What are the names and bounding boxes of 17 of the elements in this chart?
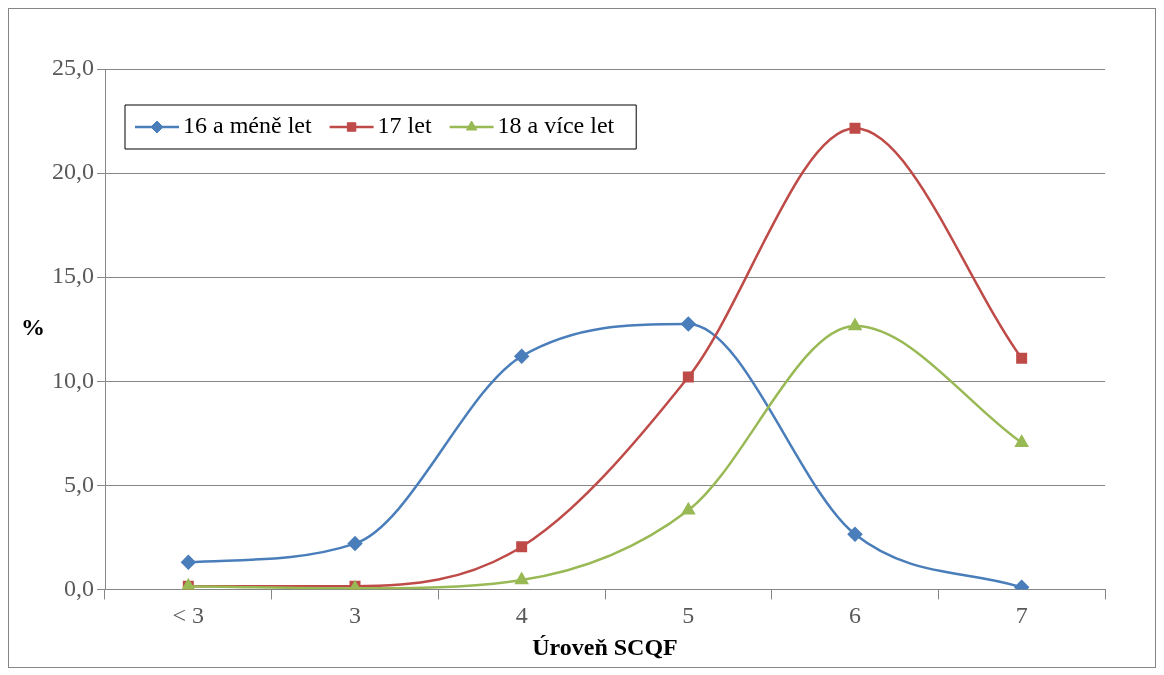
x-tick-label: 4 [515, 602, 528, 629]
x-axis-title: Úroveň SCQF [532, 633, 678, 660]
legend-label: 16 a méně let [183, 112, 312, 139]
y-tick-label: 0,0 [64, 574, 94, 601]
x-tick-label: 3 [349, 602, 361, 629]
y-tick-label: 15,0 [52, 262, 94, 289]
legend-label: 18 a více let [497, 112, 615, 139]
x-tick-label: 5 [682, 602, 695, 629]
y-tick-label: 25,0 [52, 54, 94, 81]
y-tick-label: 5,0 [64, 470, 94, 497]
x-tick-label: < 3 [172, 602, 205, 629]
x-tick-label: 6 [849, 602, 861, 629]
y-tick-label: 20,0 [52, 158, 94, 185]
y-tick-label: 10,0 [52, 366, 94, 393]
y-axis-title: % [21, 314, 45, 341]
legend-label: 17 let [377, 112, 432, 139]
x-tick-label: 7 [1015, 602, 1028, 629]
